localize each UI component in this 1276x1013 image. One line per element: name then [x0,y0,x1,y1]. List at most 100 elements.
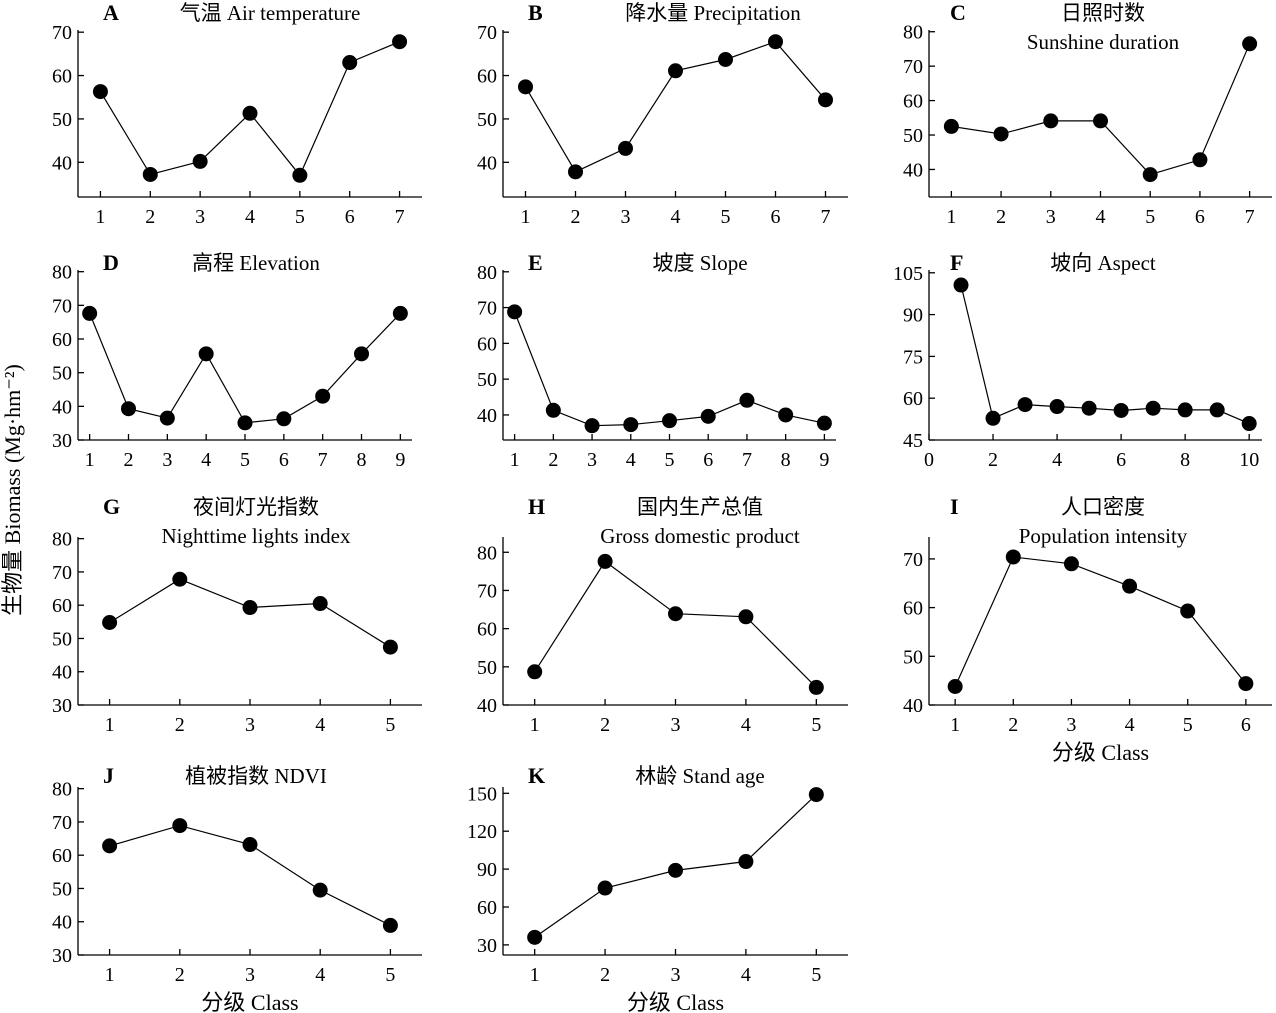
x-tick-label: 5 [811,714,821,736]
y-tick-label: 50 [477,369,497,391]
x-tick-label: 5 [811,964,821,986]
data-point [1005,549,1021,565]
x-tick-label: 2 [600,714,610,736]
y-tick-label: 60 [52,66,72,88]
data-point [1238,676,1254,692]
data-point [120,401,136,417]
y-axis-label: 生物量 Biomass (Mg·hm⁻²) [0,364,25,616]
x-tick-label: 6 [279,449,289,471]
data-point [993,126,1009,142]
x-tick-label: 1 [946,206,956,228]
x-tick-label: 1 [950,714,960,736]
y-tick-label: 40 [52,912,72,934]
x-axis-label: 分级 Class [1052,740,1149,765]
y-tick-label: 60 [477,333,497,355]
panel-letter: H [528,494,545,519]
x-tick-label: 3 [671,714,681,736]
x-tick-label: 1 [105,714,115,736]
data-point [312,596,328,612]
data-point [662,413,677,429]
panel-g: 30 40 50 60 70 80 1 2 3 4 5 G 夜间灯光指数 Nighttime lights… [52,494,422,736]
panel-letter: K [528,763,545,788]
y-tick-label: 60 [903,388,923,410]
y-tick-label: 60 [52,595,72,617]
y-tick-label: 50 [52,878,72,900]
data-point [668,862,683,878]
panel-c: 40 50 60 70 80 1 2 3 4 5 6 7 C 日照时数 Sunshine duration [903,0,1272,228]
data-point [623,417,639,433]
x-tick-label: 1 [105,964,115,986]
data-point [816,415,832,431]
y-tick-label: 60 [52,845,72,867]
panel-a: 40 50 60 70 1 2 3 4 5 6 7 A 气温 Air temperature [52,0,422,228]
x-tick-label: 9 [395,449,405,471]
data-point [237,415,253,431]
x-tick-label: 6 [703,449,713,471]
x-tick-label: 2 [145,206,155,228]
panel-title: 气温 Air temperature [180,1,361,25]
panel-title: 坡向 Aspect [1050,251,1156,275]
y-tick-label: 70 [477,22,497,44]
panel-d: 30 40 50 60 70 80 1 2 3 4 5 6 7 8 9 D 高程 Elevation [52,250,412,471]
y-tick-label: 80 [52,262,72,284]
x-tick-label: 3 [1046,206,1056,228]
y-tick-label: 80 [477,262,497,284]
data-point [527,664,543,680]
x-tick-label: 2 [571,206,581,228]
x-tick-label: 8 [781,449,791,471]
x-tick-label: 6 [345,206,355,228]
data-point [1122,578,1138,594]
data-point [700,408,716,424]
y-tick-label: 40 [477,152,497,174]
panel-letter: E [528,250,543,275]
y-tick-label: 70 [52,295,72,317]
data-point [1177,402,1193,418]
x-axis-label: 分级 Class [627,990,724,1013]
x-tick-label: 4 [315,714,325,736]
data-point [172,571,188,587]
x-tick-label: 9 [819,449,829,471]
x-tick-label: 4 [245,206,255,228]
data-point [382,639,398,655]
x-tick-label: 5 [295,206,305,228]
panel-letter: J [103,763,114,788]
panel-f: 45 60 75 90 105 0 2 4 6 8 10 F 坡向 Aspect [893,250,1262,471]
y-tick-label: 60 [903,91,923,113]
data-point [618,140,633,156]
data-point [1180,603,1196,619]
data-point [768,34,783,50]
panel-letter: D [103,250,119,275]
panel-title: 夜间灯光指数 [193,495,319,519]
x-tick-label: 1 [521,206,531,228]
data-point [142,166,158,182]
panel-title: 林龄 Stand age [635,764,764,788]
y-tick-label: 40 [477,695,497,717]
y-tick-label: 70 [52,22,72,44]
y-tick-label: 30 [52,945,72,967]
data-point [738,609,754,625]
data-point [102,838,118,854]
data-point [354,346,370,362]
x-tick-label: 5 [240,449,250,471]
panel-title: 高程 Elevation [192,251,320,275]
data-point [192,153,208,169]
panel-title: 降水量 Precipitation [625,1,801,25]
x-tick-label: 3 [1066,714,1076,736]
y-tick-label: 50 [52,109,72,131]
panel-title: Nighttime lights index [162,524,351,548]
x-tick-label: 1 [530,714,540,736]
x-tick-label: 4 [1096,206,1106,228]
x-tick-label: 3 [245,964,255,986]
panel-letter: G [103,494,120,519]
x-tick-label: 6 [771,206,781,228]
y-tick-label: 40 [903,159,923,181]
x-tick-label: 3 [587,449,597,471]
data-point [1192,152,1208,168]
y-tick-label: 75 [903,346,923,368]
data-point [382,917,398,933]
data-point [392,34,408,50]
y-tick-label: 70 [903,549,923,571]
y-tick-label: 80 [52,779,72,801]
y-tick-label: 30 [52,695,72,717]
